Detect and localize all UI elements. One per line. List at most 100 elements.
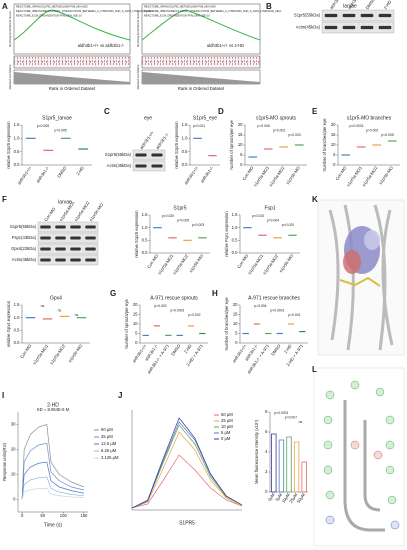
chart-title: S1pr5 [173, 205, 187, 211]
mean-marker [341, 154, 351, 156]
y-tick-label: 1.0 [14, 315, 20, 320]
spectrum-line [131, 454, 243, 509]
y-tick-label: 1.0 [182, 135, 188, 140]
chart-title: A-971 rescue sprouts [150, 295, 198, 301]
series-line [21, 476, 84, 500]
p-value: ns [299, 420, 303, 424]
x-tick-label: s1pr5a-MO2 [49, 343, 67, 365]
x-tick-label: Con-MO [334, 165, 348, 181]
blot-band [342, 25, 356, 30]
blot-title: eye [144, 115, 152, 121]
blot-lane: 2-HD [383, 0, 393, 10]
mean-marker [42, 318, 53, 320]
gsea-term: REACTOME_IMMUNOREGULATORY_INTERACTIONS_B… [16, 9, 154, 13]
y-tick-label: 0.5 [14, 149, 20, 154]
y-tick-label: 20 [11, 447, 16, 452]
legend-label: 25 μM [101, 434, 113, 439]
y-axis-label: Response units(RU) [2, 443, 7, 481]
x-tick-label: 2-HD [283, 343, 293, 354]
y-tick-label: 0.0 [142, 250, 148, 255]
legend-label: 0 μM [221, 436, 231, 441]
mean-marker [242, 332, 249, 335]
mean-marker [59, 315, 70, 317]
blot-band [40, 258, 51, 262]
y-tick-label: 20 [238, 122, 243, 127]
blot-band [85, 258, 96, 262]
p-value: p=0.005 [381, 133, 393, 137]
p-value: p=0.010 [252, 214, 264, 218]
p-value: p<0.0001 [270, 308, 284, 312]
blot-lane: aldh3b1+/+ [139, 130, 155, 150]
chart-title: S1pr5_eye [193, 115, 217, 121]
mean-marker [168, 237, 177, 239]
y-axis-label: relative S1pr5 expression [174, 121, 179, 169]
blot-band [85, 236, 96, 240]
p-value: ns [58, 308, 62, 312]
y-tick-label: 0 [265, 489, 268, 494]
y-tick-label: 5 [240, 152, 243, 157]
mean-marker [142, 334, 149, 336]
gsea-legend: aldh3b1+/+ vs aldh3b1-/- [78, 43, 125, 48]
series-line [21, 442, 84, 500]
p-value: p=0.001 [193, 124, 205, 128]
chart-title: s1pr5-MO sprouts [256, 115, 297, 121]
blot-band [324, 13, 338, 18]
x-tick-label: 10μM [281, 492, 291, 504]
gsea-ylabel: Ranked List Metric [136, 64, 140, 89]
blot-band [135, 164, 147, 168]
blot-title: larvae [343, 3, 357, 9]
blot-band [70, 236, 81, 240]
gsea-ylabel: Running Enrichment Score [136, 11, 140, 47]
x-tick-label: 25μM [288, 492, 298, 504]
blot-row [37, 232, 99, 244]
y-tick-label: 0.5 [182, 149, 188, 154]
mean-marker [253, 323, 261, 325]
blot-band [55, 258, 66, 262]
mean-marker [258, 234, 267, 236]
panel-label: J [118, 391, 122, 400]
y-tick-label: 1.0 [142, 225, 148, 230]
mean-marker [153, 325, 161, 327]
x-tick-label: DMSO [170, 343, 182, 357]
mean-marker [263, 148, 273, 150]
y-tick-label: 0.0 [14, 162, 20, 167]
x-axis-label: Time (s) [44, 522, 62, 528]
blot-band [360, 25, 374, 30]
chart-title: 2-HD [47, 402, 59, 408]
gsea-term: REACTOME_SPHINGOLIPID_METABOLISM PVALUE=… [144, 5, 216, 9]
y-axis-label: Number of sprouts/per eye [124, 299, 129, 349]
x-tick-label: s1pr5a-MO2 [262, 253, 280, 275]
blot-band [378, 25, 392, 30]
x-tick-label: aldh3b1+/+ [16, 165, 32, 185]
mean-marker [288, 234, 297, 236]
mean-marker [25, 317, 36, 319]
panel-label: A [2, 2, 8, 11]
blot-band [70, 247, 81, 251]
y-axis-label: relative S1pr5 expression [6, 121, 11, 169]
y-tick-label: 15 [233, 312, 238, 317]
y-tick-label: 1.5 [232, 212, 238, 217]
y-tick-label: 15 [133, 312, 138, 317]
blot-row-label: Gpx4(22kDa) [11, 246, 37, 251]
blot-band [40, 247, 51, 251]
y-tick-label: 1.5 [14, 302, 20, 307]
y-tick-label: 0 [13, 497, 16, 502]
panel-label: D [218, 107, 224, 116]
mean-marker [208, 155, 217, 157]
x-tick-label: 0 [21, 513, 24, 518]
mean-marker [198, 237, 207, 239]
p-value: ns [41, 304, 45, 308]
p-value: p=0.004 [267, 218, 279, 222]
gsea-xlabel: Rank in Ordered Dataset [49, 86, 96, 91]
mean-marker [176, 334, 183, 336]
y-axis-label: relative Gpx4 expression [6, 300, 11, 347]
blot-title: larvae [58, 199, 72, 205]
p-value: p=0.005 [54, 128, 66, 132]
mean-marker [265, 332, 272, 335]
y-tick-label: 2 [265, 469, 268, 474]
y-tick-label: 0.0 [232, 250, 238, 255]
mean-marker [279, 146, 289, 148]
p-value: p=0.020 [162, 214, 174, 218]
blot-band [151, 164, 163, 168]
